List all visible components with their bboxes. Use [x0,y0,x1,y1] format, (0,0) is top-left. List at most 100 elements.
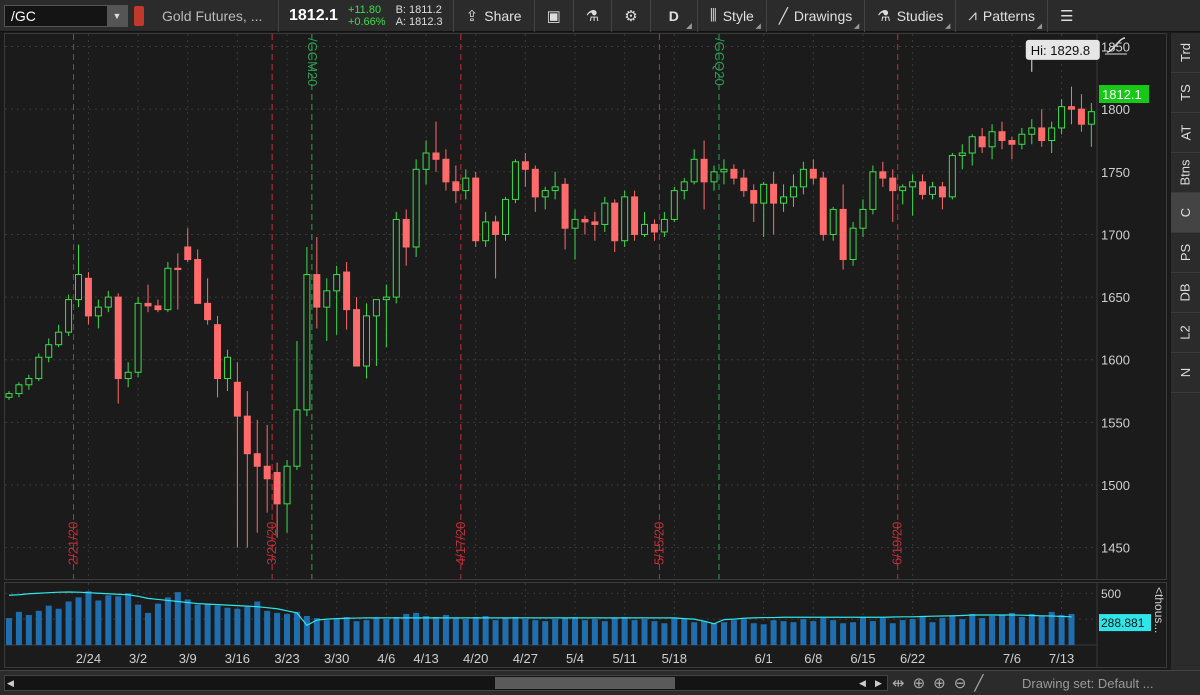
volume-bar [353,621,360,645]
current-price-label: 1812.1 [1102,87,1142,102]
tab-ts[interactable]: TS [1171,73,1200,113]
candle-body [1077,108,1085,125]
x-tick-label: 3/2 [129,651,147,666]
volume-bar [15,611,22,645]
candle-body [799,168,807,188]
tab-n[interactable]: N [1171,353,1200,393]
candle-body [223,356,231,380]
volume-bar [711,623,718,645]
candle-body [1008,139,1016,145]
y-tick-label: 1700 [1101,227,1130,242]
volume-bar [681,619,688,645]
volume-panel[interactable]: 500250288.881<thous...2/243/23/93/163/23… [4,582,1167,668]
tab-ps[interactable]: PS [1171,233,1200,273]
x-tick-label: 2/24 [76,651,101,666]
volume-bar [631,620,638,645]
volume-bar [184,599,191,645]
candle-body [502,198,509,235]
draw-line-icon[interactable]: ╱ [974,675,984,692]
volume-bar [65,601,72,645]
scroll-left-icon[interactable]: ◀ [859,678,866,688]
toolbar-divider [533,0,535,32]
candle-body [789,186,797,198]
tab-btns[interactable]: Btns [1171,153,1200,193]
candle-body [452,181,460,192]
bottom-bar: ◀ ◀ ▶ ⇹ ⊕ ⊕ ⊖ ╱ Drawing set: Default ... [0,670,1200,695]
style-button[interactable]: ⫼ Style ◢ [702,0,762,32]
symbol-selector[interactable]: /GC ▼ [4,4,128,27]
tab-at[interactable]: AT [1171,113,1200,153]
marker-label: 2/21/20 [66,522,81,565]
candle-body [780,196,788,204]
volume-bar [95,600,102,645]
y-tick-label: 1450 [1101,541,1130,556]
zoom-out-icon[interactable]: ⊖ [953,675,967,692]
candle-body [551,186,559,192]
volume-value-label: 288.881 [1101,616,1145,630]
candle-body [402,218,410,248]
volume-chart[interactable]: 500250288.881<thous...2/243/23/93/163/23… [5,583,1166,667]
volume-bar [552,619,559,645]
horizontal-scrollbar[interactable]: ◀ ◀ ▶ [4,675,888,691]
scrollbar-thumb[interactable] [495,677,675,689]
high-label: Hi: 1829.8 [1031,43,1090,58]
candle-body [1048,127,1056,141]
flask-icon: ⚗ [585,7,600,25]
volume-bar [1038,616,1045,645]
price-chart[interactable]: 1450 1500 1550 1600 1650 1700 1750 1800 1850 2/21… [5,34,1166,579]
candle-body [1058,106,1066,129]
volume-bar [562,618,569,645]
pan-icon[interactable]: ⇹ [892,675,905,692]
price-chart-panel[interactable]: 1450 1500 1550 1600 1650 1700 1750 1800 1850 2/21… [4,33,1167,580]
candle-body [968,136,976,154]
candle-body [700,158,708,183]
scroll-right-icon[interactable]: ▶ [875,678,882,688]
candle-body [928,186,936,195]
studies-button[interactable]: ⚗ Studies ◢ [869,0,951,32]
menu-button[interactable]: ☰ [1052,0,1081,32]
settings-button[interactable]: ⚙ [616,0,645,32]
candle-body [839,208,847,261]
x-tick-label: 5/4 [566,651,584,666]
candle-body [94,306,102,317]
chart-info-button[interactable]: ▣ [539,0,569,32]
candle-body [919,181,927,195]
tab-l2[interactable]: L2 [1171,313,1200,353]
candle-body [323,290,331,308]
candle-body [462,177,470,192]
tab-trd[interactable]: Trd [1171,33,1200,73]
x-tick-label: 7/13 [1049,651,1074,666]
crosshair-icon[interactable]: ⊕ [912,675,926,692]
flask-icon: ⚗ [877,7,891,25]
aggregation-label: D [668,7,679,24]
candle-body [690,158,698,183]
volume-bar [800,619,807,645]
scroll-left-icon[interactable]: ◀ [7,678,14,688]
candle-body [442,158,450,183]
volume-bar [154,603,161,645]
candle-body [293,409,301,467]
volume-bar [969,613,976,645]
volume-bar [303,616,310,645]
last-price: 1812.1 [289,6,338,24]
candle-body [660,218,668,233]
symbol-text: /GC [11,7,36,24]
candle-body [641,223,649,235]
drawing-set-label[interactable]: Drawing set: Default ... [1022,676,1154,691]
zoom-in-icon[interactable]: ⊕ [933,675,946,692]
candle-body [938,186,946,198]
patterns-button[interactable]: ⩘ Patterns ◢ [960,0,1043,32]
aggregation-button[interactable]: D ◢ [655,0,693,32]
tab-db[interactable]: DB [1171,273,1200,313]
tab-label: N [1177,367,1193,378]
candle-body [154,305,162,311]
toolbar-divider [649,0,651,32]
flask-button[interactable]: ⚗ [578,0,607,32]
link-color-icon[interactable] [134,5,144,26]
candle-body [849,227,857,261]
candle-body [174,267,182,271]
drawings-button[interactable]: ╱ Drawings ◢ [771,0,860,32]
chevron-down-icon[interactable]: ▼ [107,5,127,26]
tab-c[interactable]: C [1171,193,1200,233]
share-button[interactable]: ⇪ Share [458,0,530,32]
